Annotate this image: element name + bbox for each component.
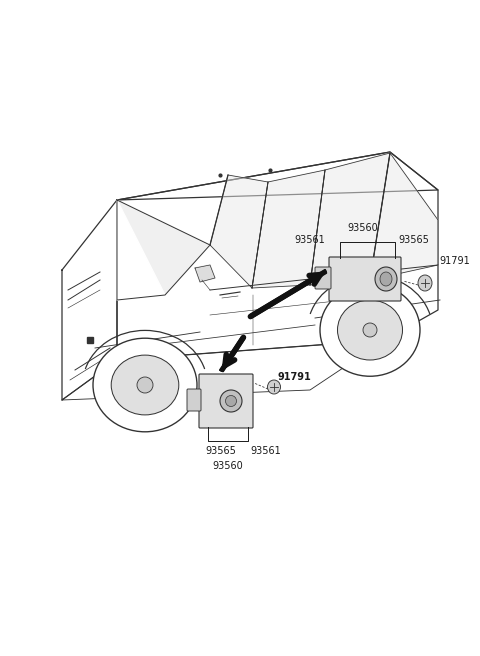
Polygon shape <box>195 265 215 282</box>
Ellipse shape <box>226 396 237 407</box>
FancyBboxPatch shape <box>329 257 401 301</box>
Ellipse shape <box>380 272 392 286</box>
Circle shape <box>363 323 377 337</box>
Text: 93561: 93561 <box>294 235 325 245</box>
Polygon shape <box>370 153 438 280</box>
FancyBboxPatch shape <box>315 267 331 289</box>
Text: 91791: 91791 <box>439 256 470 266</box>
Ellipse shape <box>111 355 179 415</box>
Text: 93565: 93565 <box>205 446 236 456</box>
Polygon shape <box>117 152 438 200</box>
Polygon shape <box>310 153 390 285</box>
Circle shape <box>137 377 153 393</box>
Polygon shape <box>210 175 268 288</box>
Polygon shape <box>117 152 438 360</box>
Text: 91791: 91791 <box>278 372 312 382</box>
FancyBboxPatch shape <box>199 374 253 428</box>
Text: 93561: 93561 <box>250 446 281 456</box>
Text: 93560: 93560 <box>348 223 378 233</box>
Ellipse shape <box>418 275 432 291</box>
Ellipse shape <box>267 380 280 394</box>
Ellipse shape <box>93 338 197 432</box>
Ellipse shape <box>220 390 242 412</box>
Ellipse shape <box>337 300 403 360</box>
Ellipse shape <box>320 284 420 377</box>
Polygon shape <box>117 200 210 300</box>
Polygon shape <box>62 200 117 400</box>
Polygon shape <box>117 200 165 300</box>
Text: 93565: 93565 <box>398 235 429 245</box>
Polygon shape <box>252 170 325 288</box>
Text: 93560: 93560 <box>213 461 243 471</box>
Ellipse shape <box>375 267 397 291</box>
Polygon shape <box>62 340 385 400</box>
FancyBboxPatch shape <box>187 389 201 411</box>
